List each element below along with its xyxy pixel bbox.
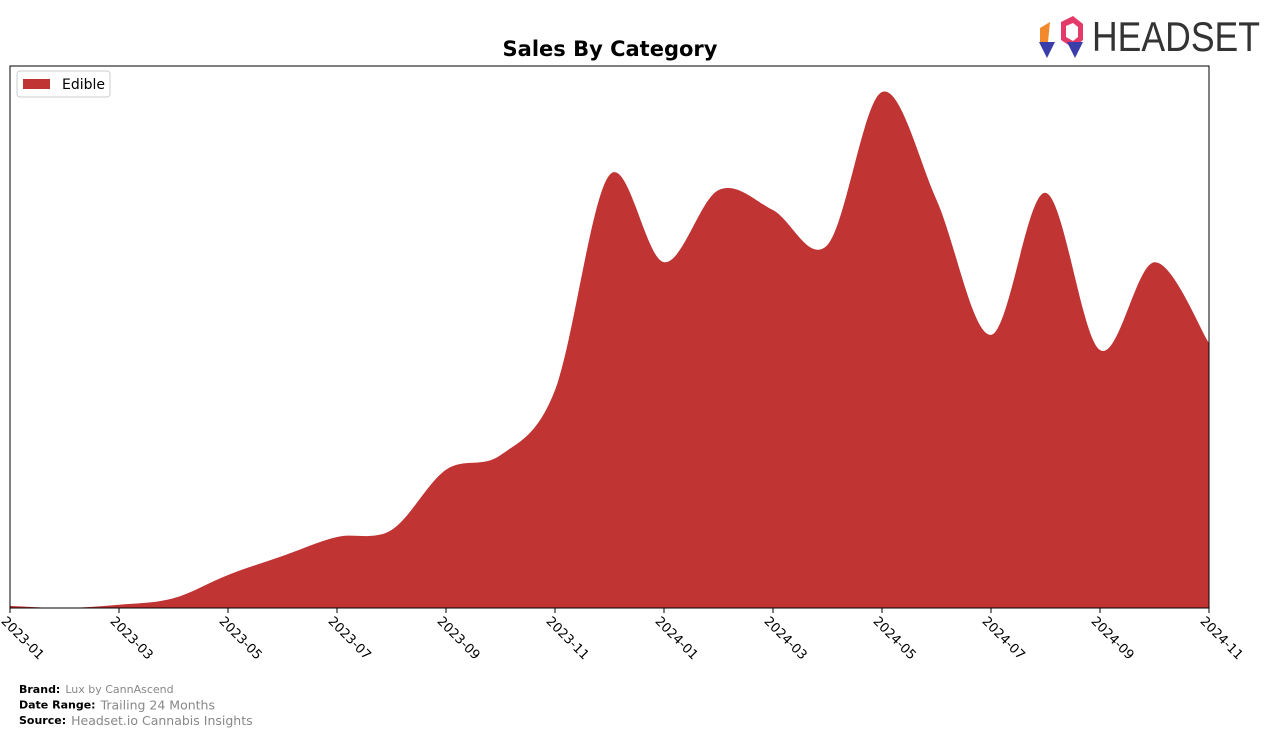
footer-label: Source:	[19, 714, 66, 727]
logo-text: HEADSET	[1092, 13, 1260, 60]
x-tick-label: 2023-01	[0, 614, 47, 663]
chart-title: Sales By Category	[503, 37, 718, 61]
x-tick-label: 2024-09	[1088, 614, 1137, 663]
x-tick-label: 2024-03	[761, 614, 810, 663]
footer-line: Source: Headset.io Cannabis Insights	[19, 713, 253, 728]
logo-icon-hole	[1066, 23, 1078, 41]
footer-value: Trailing 24 Months	[100, 697, 215, 712]
legend-swatch	[23, 79, 50, 89]
logo-icon-part	[1067, 42, 1083, 58]
x-tick-label: 2023-05	[216, 614, 265, 663]
footer-value: Headset.io Cannabis Insights	[71, 713, 253, 728]
footer-label: Date Range:	[19, 699, 96, 712]
logo-icon-part	[1040, 22, 1050, 42]
plot-frame	[9, 65, 1210, 609]
legend: Edible	[16, 70, 111, 98]
legend-frame	[16, 70, 111, 98]
logo-icon-part	[1039, 42, 1055, 58]
legend-label: Edible	[62, 77, 105, 93]
area	[10, 91, 1209, 608]
footer-label: Brand:	[19, 683, 60, 696]
footer-value: Lux by CannAscend	[65, 683, 173, 696]
x-tick-label: 2024-11	[1197, 614, 1246, 663]
x-tick-label: 2024-07	[979, 614, 1028, 663]
footer-line: Brand: Lux by CannAscend	[19, 683, 174, 696]
x-tick-label: 2024-05	[870, 614, 919, 663]
plot: 2023-01 2023-03 2023-05 2023-07 2023-09 2023-…	[0, 70, 1246, 663]
logo: HEADSET	[1039, 13, 1260, 60]
footer: Brand: Lux by CannAscend Date Range: Traili…	[19, 683, 253, 728]
x-tick-label: 2023-07	[325, 614, 374, 663]
x-tick-label: 2023-09	[434, 614, 483, 663]
footer-line: Date Range: Trailing 24 Months	[19, 697, 215, 712]
x-tick-label: 2023-03	[107, 614, 156, 663]
x-tick-label: 2024-01	[652, 614, 701, 663]
x-tick-label: 2023-11	[543, 614, 592, 663]
